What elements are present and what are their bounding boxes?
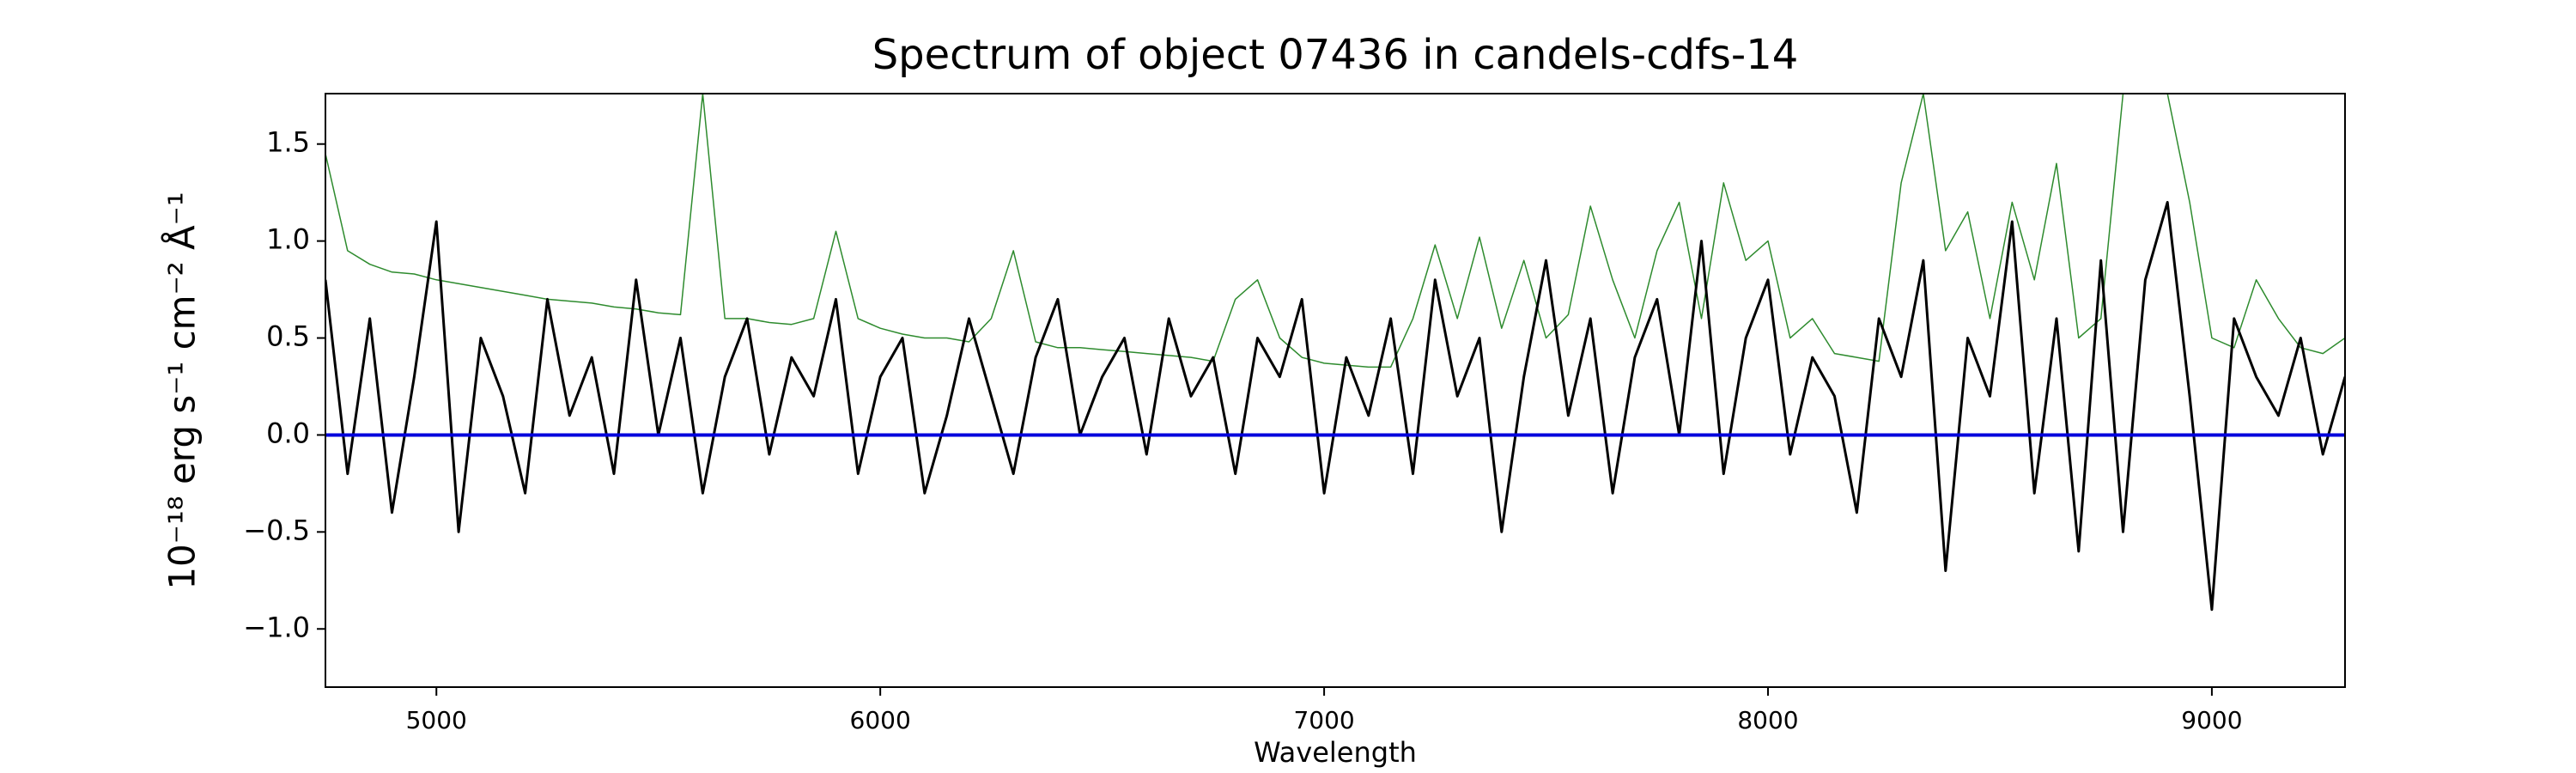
spectrum-line [325,201,2345,612]
y-tick-label: 0.5 [266,320,310,353]
x-tick-label: 6000 [850,706,911,734]
x-tick-label: 9000 [2181,706,2242,734]
y-tick-label: −1.0 [243,611,310,643]
y-axis-label: 10⁻¹⁸ erg s⁻¹ cm⁻² Å⁻¹ [161,192,204,589]
chart-title: Spectrum of object 07436 in candels-cdfs… [872,31,1799,79]
x-tick-label: 8000 [1737,706,1798,734]
y-tick-label: 1.0 [266,223,310,256]
plot-frame [325,93,2346,688]
x-tick-label: 5000 [406,706,467,734]
spectrum-line [325,94,2345,368]
x-axis-label: Wavelength [1254,736,1417,769]
y-tick-label: 0.0 [266,417,310,449]
plot-area [325,94,2345,612]
x-tick-label: 7000 [1293,706,1354,734]
y-tick-label: −0.5 [243,514,310,546]
y-tick-label: 1.5 [266,126,310,159]
